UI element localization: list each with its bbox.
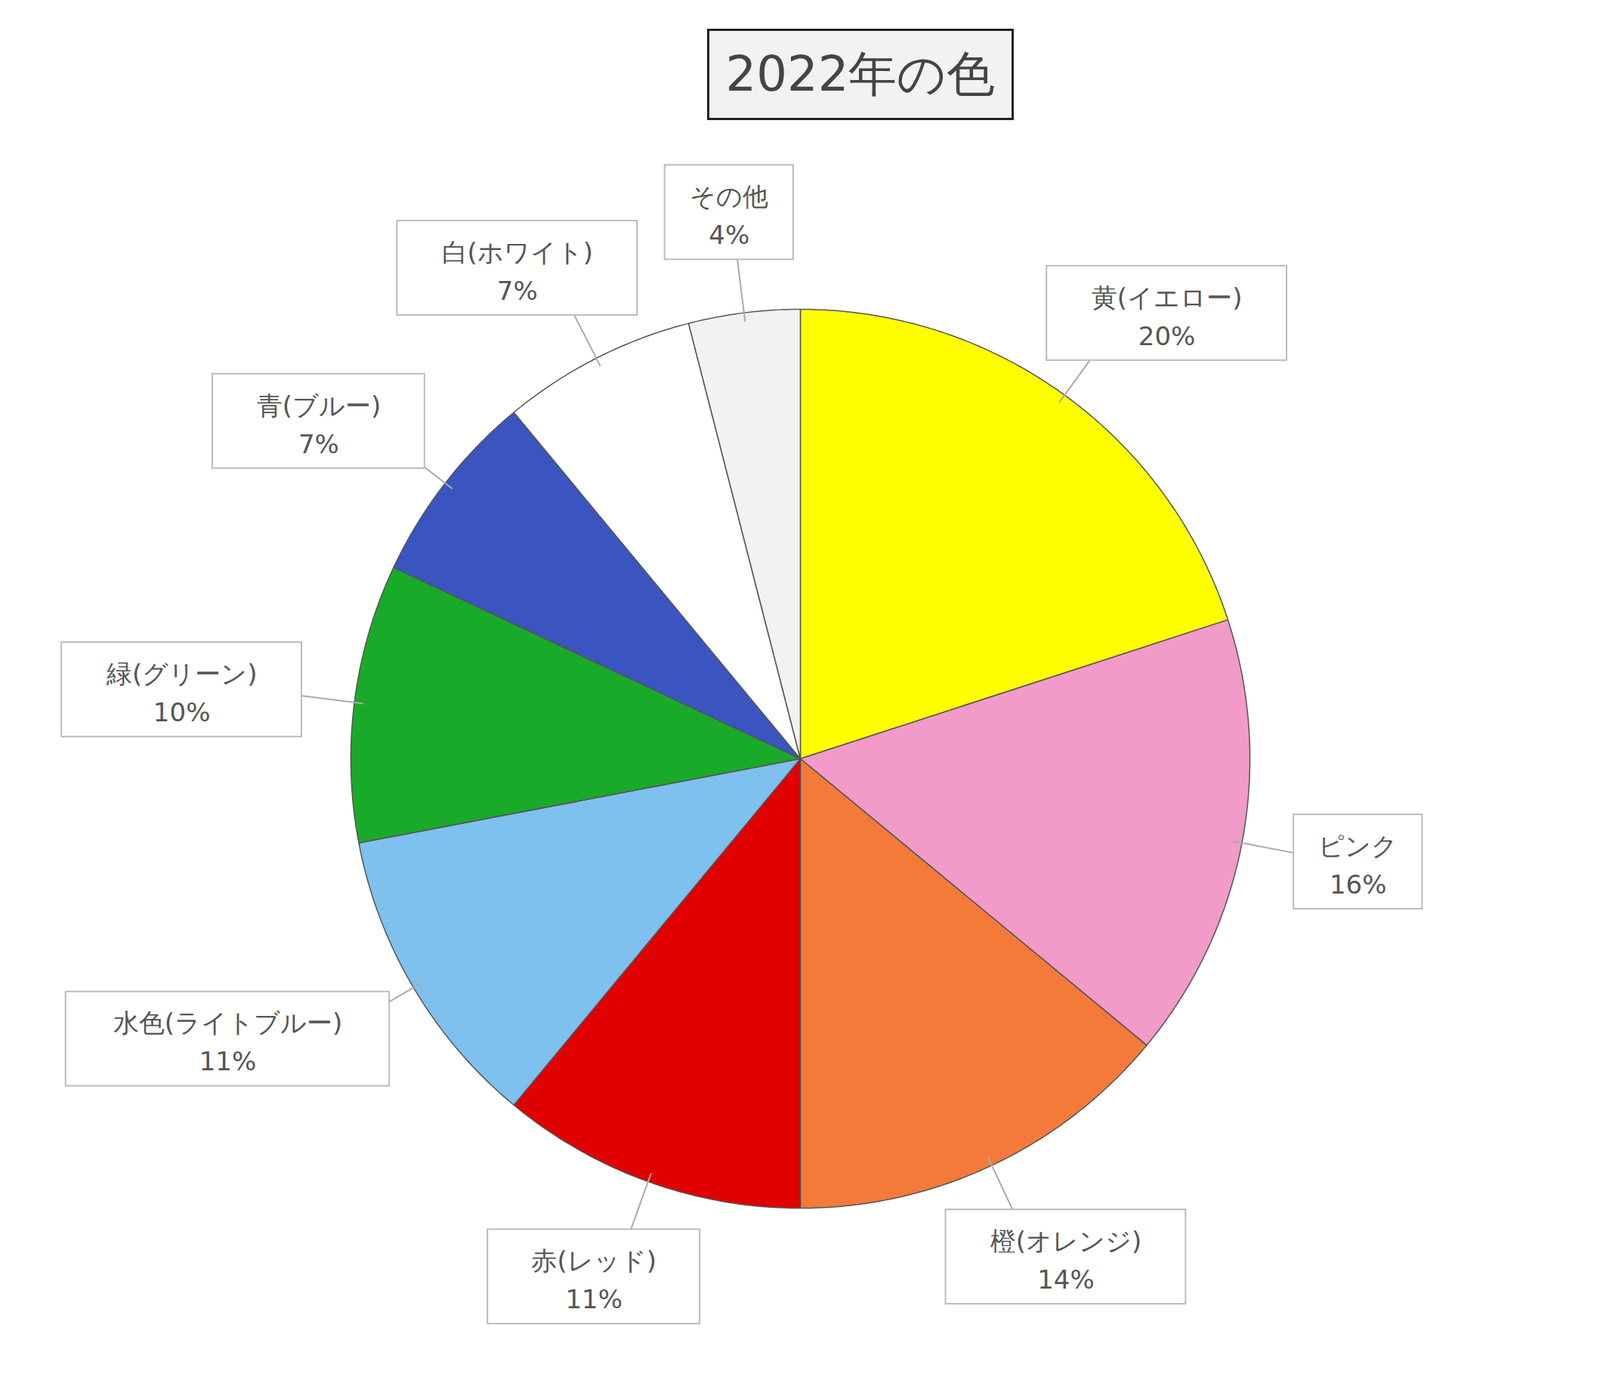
html-text:2022年の色: 2022年の色 bbox=[725, 46, 996, 102]
svg-text:赤(レッド)11%: 赤(レッド)11% bbox=[531, 1245, 657, 1315]
svg-text:その他4%: その他4% bbox=[689, 181, 769, 251]
svg-text:青(ブルー)7%: 青(ブルー)7% bbox=[256, 390, 382, 460]
svg-text:緑(グリーン)10%: 緑(グリーン)10% bbox=[105, 658, 258, 728]
svg-text:水色(ライトブルー)11%: 水色(ライトブルー)11% bbox=[113, 1007, 343, 1077]
svg-text:ピンク16%: ピンク16% bbox=[1318, 830, 1398, 900]
svg-text:白(ホワイト)7%: 白(ホワイト)7% bbox=[441, 237, 594, 306]
svg-text:黄(イエロー)20%: 黄(イエロー)20% bbox=[1091, 282, 1243, 352]
svg-text:橙(オレンジ)14%: 橙(オレンジ)14% bbox=[990, 1226, 1143, 1295]
